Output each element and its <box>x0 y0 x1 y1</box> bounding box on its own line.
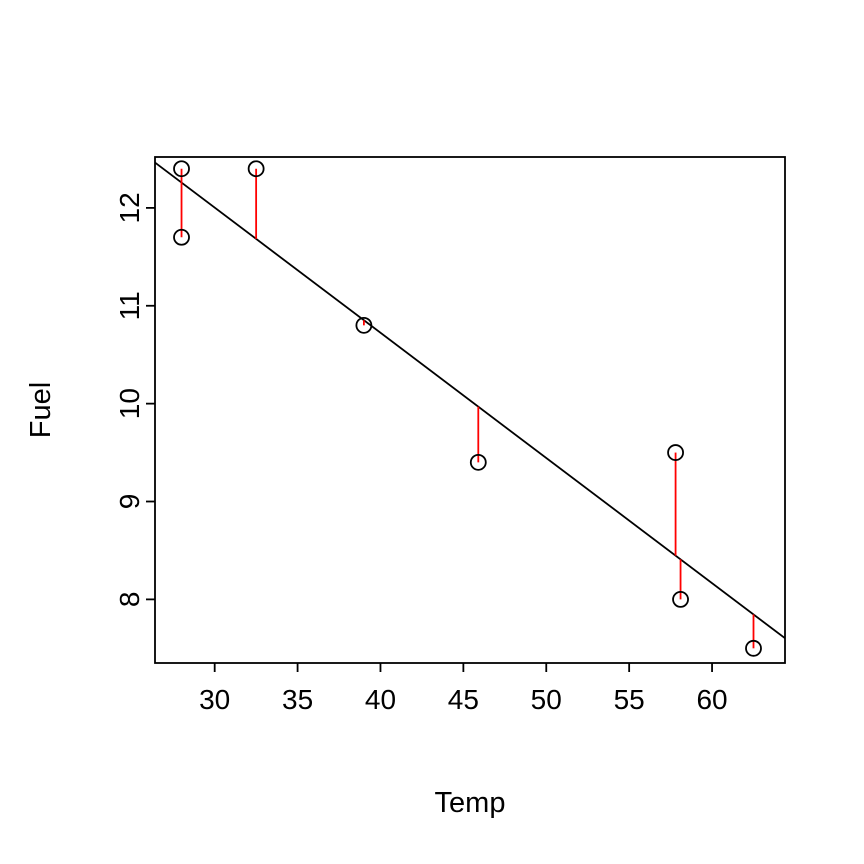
y-tick-label: 8 <box>114 592 145 608</box>
y-axis-title: Fuel <box>25 382 57 438</box>
y-tick-label: 10 <box>114 388 145 419</box>
x-axis-title: Temp <box>435 787 506 819</box>
y-tick-label: 11 <box>114 291 145 320</box>
data-point <box>745 639 762 657</box>
regression-line <box>154 161 786 639</box>
x-tick-label: 35 <box>282 684 313 715</box>
axes-group: 30 35 40 45 50 55 60 8 9 10 11 12 <box>114 156 786 715</box>
data-point <box>672 590 689 608</box>
x-tick-label: 50 <box>531 684 562 715</box>
data-point <box>173 160 190 178</box>
data-point <box>173 228 190 246</box>
x-tick-label: 45 <box>448 684 479 715</box>
data-point <box>469 453 487 471</box>
data-points-group <box>173 160 762 657</box>
data-point <box>667 444 684 461</box>
plot-box <box>154 156 786 664</box>
residual-lines-group <box>180 168 755 649</box>
data-point <box>355 316 373 334</box>
x-tick-label: 55 <box>614 684 645 715</box>
y-tick-label: 9 <box>114 494 145 510</box>
regression-line-group <box>154 161 786 639</box>
data-point <box>247 160 265 178</box>
x-tick-label: 60 <box>696 684 727 715</box>
y-tick-label: 12 <box>114 192 145 223</box>
x-tick-label: 40 <box>365 684 396 715</box>
x-tick-label: 30 <box>199 684 230 715</box>
